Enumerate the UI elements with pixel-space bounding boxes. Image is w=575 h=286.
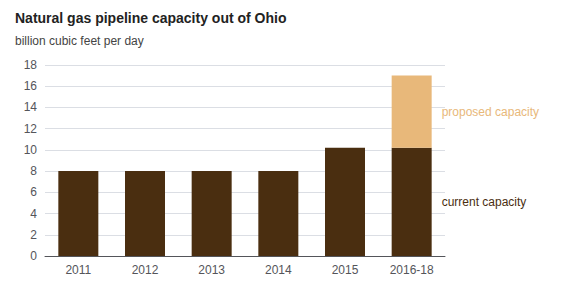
svg-text:2: 2 [30,228,37,242]
svg-text:billion cubic feet per day: billion cubic feet per day [15,34,144,48]
svg-text:2011: 2011 [65,263,91,277]
svg-text:2012: 2012 [132,263,159,277]
svg-text:12: 12 [24,122,38,136]
svg-text:2013: 2013 [198,263,225,277]
svg-text:16: 16 [24,79,38,93]
svg-text:2014: 2014 [265,263,292,277]
svg-text:4: 4 [30,207,37,221]
svg-text:14: 14 [24,100,38,114]
svg-text:6: 6 [30,185,37,199]
svg-text:Natural gas pipeline capacity: Natural gas pipeline capacity out of Ohi… [15,10,287,26]
svg-text:2015: 2015 [332,263,359,277]
svg-text:18: 18 [24,58,38,72]
svg-text:10: 10 [24,143,38,157]
svg-text:2016-18: 2016-18 [390,263,434,277]
svg-text:current capacity: current capacity [442,195,527,209]
svg-text:8: 8 [30,164,37,178]
svg-text:0: 0 [30,249,37,263]
svg-text:proposed capacity: proposed capacity [442,105,539,119]
